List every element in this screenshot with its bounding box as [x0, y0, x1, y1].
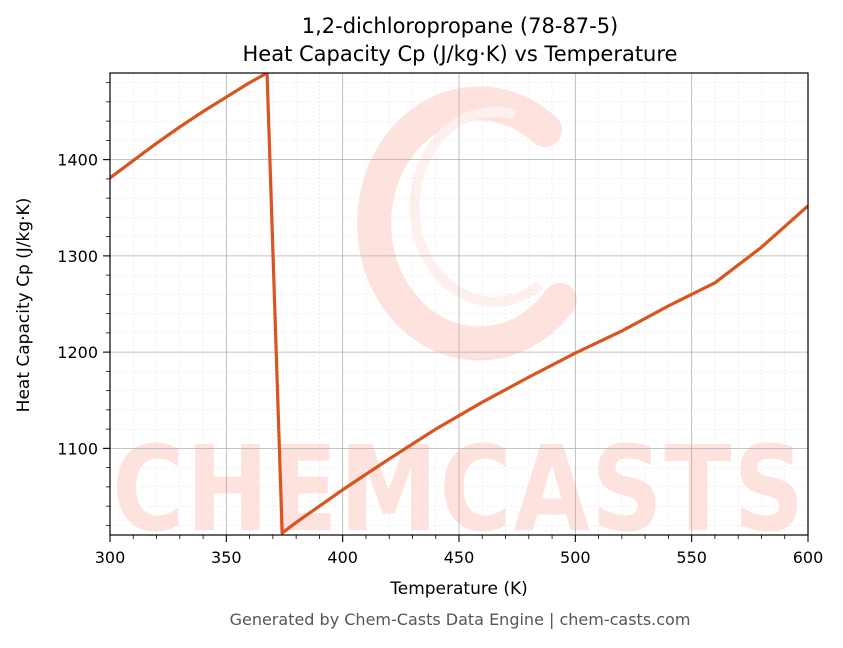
- y-tick-label: 1300: [57, 247, 98, 266]
- x-tick-label: 600: [793, 548, 824, 567]
- watermark: CHEMCASTS: [112, 86, 806, 558]
- x-tick-label: 350: [211, 548, 242, 567]
- y-tick-label: 1200: [57, 343, 98, 362]
- x-tick-label: 500: [560, 548, 591, 567]
- chart-subtitle: Heat Capacity Cp (J/kg·K) vs Temperature: [243, 42, 678, 66]
- y-axis-label: Heat Capacity Cp (J/kg·K): [14, 198, 34, 413]
- footer-credit: Generated by Chem-Casts Data Engine | ch…: [230, 610, 691, 629]
- x-tick-label: 400: [327, 548, 358, 567]
- series-line: [110, 73, 808, 535]
- chart-title: 1,2-dichloropropane (78-87-5): [302, 14, 619, 38]
- x-tick-label: 550: [676, 548, 707, 567]
- tick-labels: 300 350 400 450 500 550 600 1100 1200 1300 1400: [57, 151, 823, 567]
- x-axis-label: Temperature (K): [389, 579, 528, 599]
- watermark-text: CHEMCASTS: [112, 420, 806, 558]
- watermark-logo-icon: [357, 86, 577, 361]
- x-tick-label: 450: [444, 548, 475, 567]
- y-tick-label: 1100: [57, 439, 98, 458]
- x-tick-label: 300: [95, 548, 126, 567]
- y-tick-label: 1400: [57, 151, 98, 170]
- ticks: [103, 82, 809, 542]
